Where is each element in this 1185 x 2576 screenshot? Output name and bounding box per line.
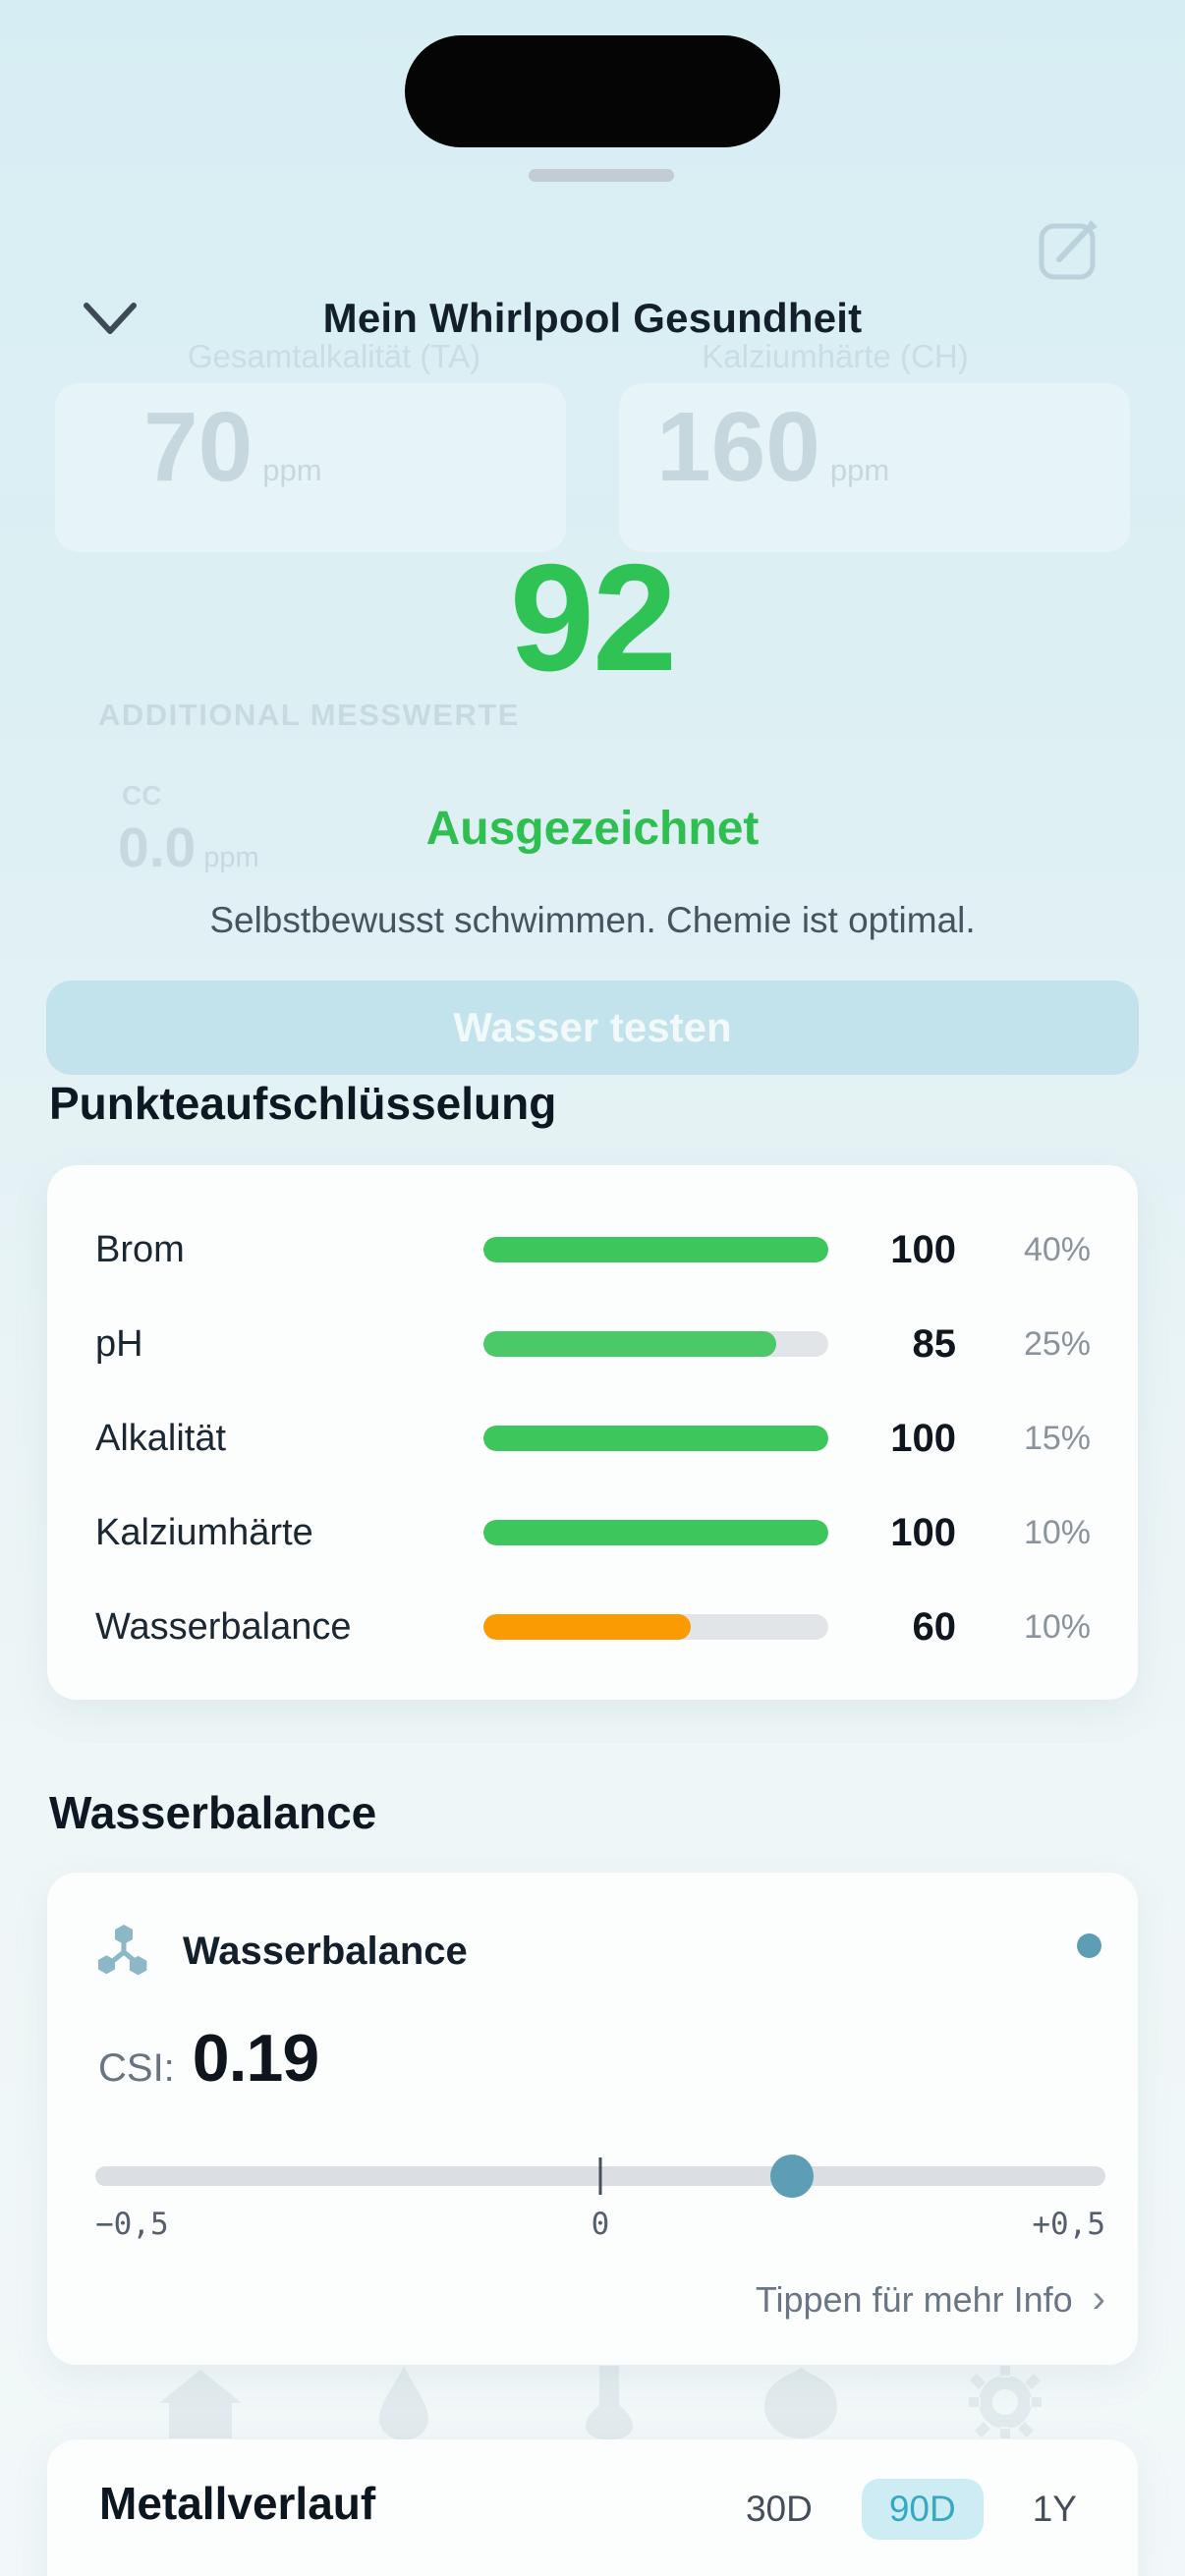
csi-readout: CSI: 0.19	[98, 2020, 319, 2097]
faded-unit: ppm	[262, 453, 322, 487]
row-weight: 10%	[1023, 1607, 1091, 1646]
row-score: 100	[890, 1510, 956, 1554]
card-title-metal-history: Metallverlauf	[99, 2478, 376, 2529]
score-bar-track	[483, 1331, 828, 1357]
slider-max-label: +0,5	[1032, 2207, 1105, 2242]
faded-metric-label-left: Gesamtalkalität (TA)	[187, 338, 481, 374]
faded-cc-value: 0.0 ppm	[118, 816, 259, 879]
more-info-label: Tippen für mehr Info	[755, 2279, 1073, 2320]
collapse-sheet-button[interactable]	[81, 299, 140, 338]
row-weight: 10%	[1023, 1513, 1091, 1551]
faded-card-right	[619, 383, 1130, 552]
more-info-link[interactable]: Tippen für mehr Info ›	[47, 2277, 1105, 2322]
faded-cc-label: CC	[122, 780, 162, 811]
slider-zero-tick	[598, 2157, 602, 2195]
score-bar-track	[483, 1614, 828, 1640]
faded-test-water-button: Wasser testen	[46, 980, 1139, 1075]
breakdown-card: Brom 100 40% pH 85 25% Alkalität 100 15%…	[47, 1165, 1138, 1700]
breakdown-row-kalziumhaerte: Kalziumhärte 100 10%	[47, 1485, 1138, 1580]
metal-history-card: Metallverlauf 30D 90D 1Y	[47, 2439, 1138, 2576]
faded-unit: ppm	[203, 842, 259, 873]
water-care-icon	[764, 2368, 837, 2438]
faded-metric-value-right: 160 ppm	[656, 392, 890, 502]
chevron-right-icon: ›	[1092, 2277, 1105, 2321]
faded-unit: ppm	[829, 453, 890, 487]
water-drop-icon	[379, 2366, 428, 2440]
faded-section-header: ADDITIONAL MESSWERTE	[98, 698, 520, 732]
faded-tab-bar	[0, 2364, 1185, 2442]
row-score: 100	[890, 1227, 956, 1271]
breakdown-row-alkalitaet: Alkalität 100 15%	[47, 1391, 1138, 1485]
chevron-down-icon	[81, 303, 140, 342]
score-bar-track	[483, 1237, 828, 1262]
score-bar-fill	[483, 1331, 777, 1357]
row-score: 60	[912, 1604, 957, 1649]
breakdown-row-brom: Brom 100 40%	[47, 1203, 1138, 1297]
status-dot-icon	[1077, 1933, 1101, 1958]
score-bar-fill	[483, 1614, 691, 1640]
range-option-90d[interactable]: 90D	[861, 2479, 984, 2540]
range-option-1y[interactable]: 1Y	[1032, 2489, 1077, 2529]
compose-icon	[1034, 220, 1108, 289]
score-bar-fill	[483, 1426, 828, 1451]
row-label: Brom	[95, 1228, 185, 1270]
health-score-value: 92	[509, 532, 677, 702]
row-label: Alkalität	[95, 1417, 227, 1459]
dynamic-island	[405, 35, 780, 147]
faded-test-water-label: Wasser testen	[453, 1004, 732, 1050]
section-title-water-balance: Wasserbalance	[49, 1787, 377, 1838]
slider-handle[interactable]	[770, 2155, 815, 2198]
edit-button[interactable]	[1034, 210, 1108, 285]
row-score: 85	[912, 1321, 957, 1366]
water-balance-card[interactable]: Wasserbalance CSI: 0.19 −0,5 0 +0,5 Tipp…	[47, 1873, 1138, 2365]
health-score-message: Selbstbewusst schwimmen. Chemie ist opti…	[209, 900, 976, 940]
slider-scale: −0,5 0 +0,5	[95, 2207, 1105, 2246]
score-bar-track	[483, 1426, 828, 1451]
faded-card-left	[55, 383, 566, 552]
row-label: Kalziumhärte	[95, 1511, 313, 1553]
row-weight: 40%	[1023, 1230, 1091, 1268]
test-flask-icon	[586, 2366, 633, 2440]
sheet-drag-handle[interactable]	[529, 169, 674, 182]
score-bar-fill	[483, 1520, 828, 1545]
range-option-30d[interactable]: 30D	[745, 2489, 813, 2529]
page-title: Mein Whirlpool Gesundheit	[322, 295, 863, 341]
faded-metric-value-left: 70 ppm	[143, 392, 322, 502]
breakdown-row-wasserbalance: Wasserbalance 60 10%	[47, 1580, 1138, 1674]
row-label: pH	[95, 1322, 143, 1365]
slider-mid-label: 0	[591, 2207, 610, 2242]
section-title-breakdown: Punkteaufschlüsselung	[49, 1078, 557, 1129]
health-score-status: Ausgezeichnet	[425, 803, 760, 855]
breakdown-row-ph: pH 85 25%	[47, 1297, 1138, 1391]
score-bar-fill	[483, 1237, 828, 1262]
csi-label: CSI:	[98, 2046, 175, 2090]
row-label: Wasserbalance	[95, 1605, 352, 1648]
card-title-water-balance: Wasserbalance	[183, 1930, 468, 1973]
row-score: 100	[890, 1416, 956, 1460]
slider-min-label: −0,5	[95, 2207, 169, 2242]
csi-slider[interactable]	[95, 2155, 1105, 2198]
score-bar-track	[483, 1520, 828, 1545]
csi-value: 0.19	[192, 2021, 319, 2096]
home-icon	[159, 2370, 242, 2438]
settings-gear-icon	[969, 2366, 1042, 2438]
faded-metric-label-right: Kalziumhärte (CH)	[702, 338, 969, 374]
row-weight: 15%	[1023, 1419, 1091, 1457]
row-weight: 25%	[1023, 1324, 1091, 1363]
molecule-icon	[96, 1922, 151, 1979]
time-range-segmented-control: 30D 90D 1Y	[47, 2479, 1089, 2540]
